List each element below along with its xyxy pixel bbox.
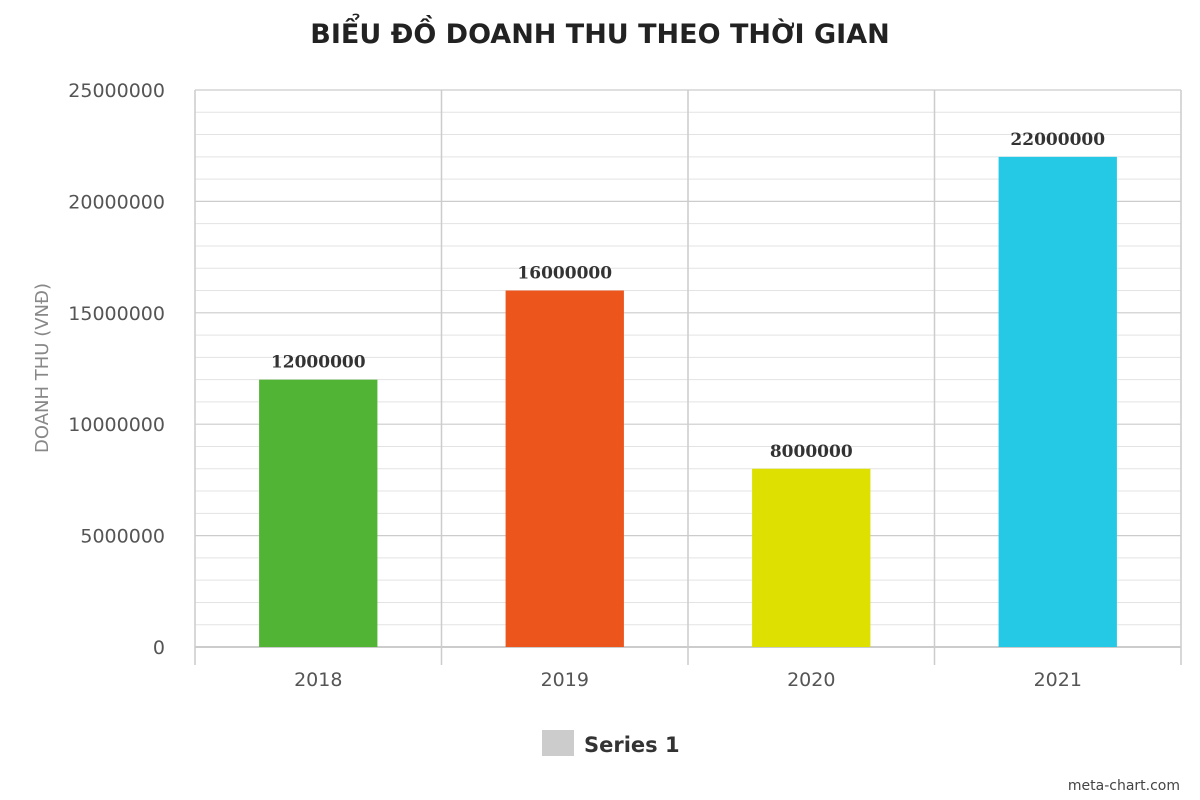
bar-2019[interactable] — [506, 291, 624, 647]
bar-2020[interactable] — [752, 469, 870, 647]
y-tick-label: 0 — [153, 637, 165, 659]
y-tick-label: 5000000 — [80, 526, 165, 548]
data-label-2019: 16000000 — [517, 264, 612, 284]
bar-2021[interactable] — [999, 157, 1117, 647]
y-axis-ticks: 0 5000000 10000000 15000000 20000000 25000000 — [68, 80, 165, 659]
y-tick-label: 25000000 — [68, 80, 165, 102]
y-tick-label: 10000000 — [68, 414, 165, 436]
bar-2018[interactable] — [259, 380, 377, 647]
x-axis-ticks: 2018 2019 2020 2021 — [294, 669, 1082, 691]
x-tick-label-2018: 2018 — [294, 669, 342, 691]
y-tick-label: 20000000 — [68, 191, 165, 213]
x-tick-label-2019: 2019 — [541, 669, 589, 691]
data-label-2020: 8000000 — [770, 442, 853, 462]
data-label-2021: 22000000 — [1010, 130, 1105, 150]
y-axis-label: DOANH THU (VNĐ) — [32, 283, 53, 453]
legend[interactable]: Series 1 — [542, 730, 680, 757]
legend-swatch — [542, 730, 574, 756]
data-label-2018: 12000000 — [271, 353, 366, 373]
credit-text: meta-chart.com — [1068, 778, 1180, 794]
x-tick-label-2021: 2021 — [1034, 669, 1082, 691]
y-tick-label: 15000000 — [68, 303, 165, 325]
x-tick-label-2020: 2020 — [787, 669, 835, 691]
chart-title: BIỂU ĐỒ DOANH THU THEO THỜI GIAN — [310, 13, 889, 50]
legend-label: Series 1 — [584, 733, 680, 757]
